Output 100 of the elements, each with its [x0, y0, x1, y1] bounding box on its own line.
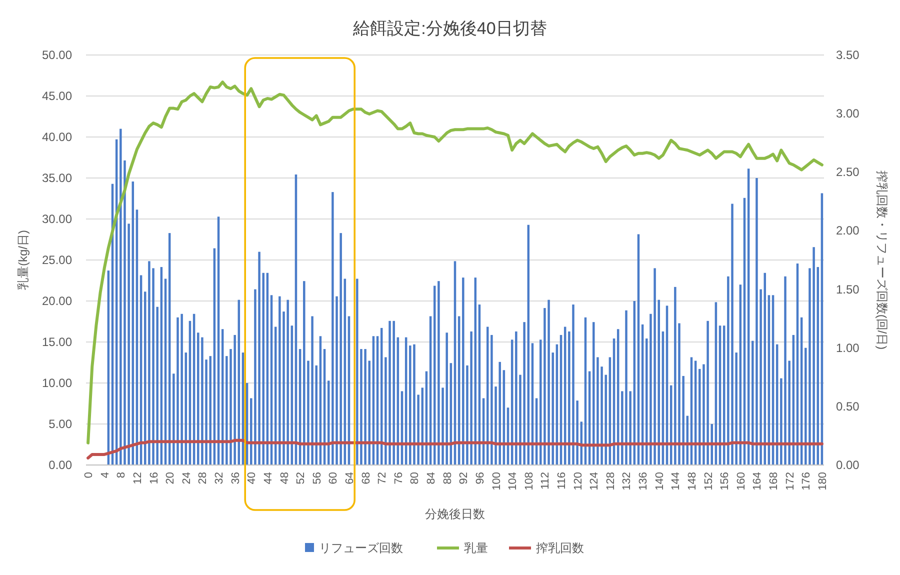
- x-tick-label: 140: [654, 472, 666, 490]
- x-tick-label: 48: [278, 472, 291, 484]
- bar: [332, 192, 334, 465]
- bar: [278, 296, 281, 465]
- y-tick-label: 45.00: [42, 89, 72, 103]
- bar: [340, 233, 342, 465]
- x-tick-label: 164: [752, 472, 764, 490]
- bar: [498, 362, 501, 465]
- x-tick-label: 112: [540, 472, 552, 490]
- bar: [698, 368, 701, 465]
- line-series: [86, 80, 824, 444]
- x-tick-label: 44: [262, 472, 274, 484]
- bar: [438, 281, 440, 465]
- x-tick-label: 20: [164, 472, 177, 484]
- x-tick-label: 32: [214, 472, 226, 484]
- y-tick-label: 5.00: [48, 417, 72, 431]
- y-tick-label: 40.00: [42, 130, 72, 144]
- y-tick-label: 15.00: [42, 335, 72, 349]
- x-tick-label: 64: [344, 472, 356, 484]
- y2-tick-label: 2.50: [836, 165, 860, 180]
- x-tick-label: 52: [295, 472, 308, 484]
- bar: [258, 252, 260, 465]
- x-tick-label: 108: [523, 472, 536, 490]
- y-tick-label: 20.00: [42, 294, 72, 308]
- x-tick-label: 116: [556, 472, 568, 490]
- chart-title: 給餌設定:分娩後40日切替: [352, 19, 547, 38]
- x-tick-label: 148: [686, 472, 698, 490]
- y2-tick-label: 0.00: [836, 458, 860, 472]
- x-tick-label: 104: [507, 472, 520, 490]
- x-tick-label: 88: [442, 472, 454, 484]
- y-tick-label: 25.00: [42, 253, 72, 267]
- x-tick-label: 28: [197, 472, 210, 484]
- bar: [148, 261, 150, 465]
- bar: [731, 204, 734, 465]
- bar: [209, 356, 212, 465]
- bar: [311, 316, 314, 465]
- x-tick-label: 144: [670, 472, 682, 490]
- x-tick-label: 16: [148, 472, 160, 484]
- bar: [409, 346, 412, 465]
- bar: [470, 331, 472, 465]
- x-tick-label: 172: [784, 472, 796, 490]
- y2-tick-label: 3.00: [836, 106, 860, 121]
- bar: [413, 344, 416, 465]
- x-tick-label: 96: [474, 472, 486, 484]
- x-tick-label: 80: [409, 472, 422, 484]
- x-tick-label: 40: [246, 472, 258, 484]
- x-tick-label: 12: [132, 472, 144, 484]
- x-tick-label: 72: [376, 472, 389, 484]
- bar: [364, 349, 366, 465]
- bar: [176, 317, 179, 465]
- x-tick-label: 156: [719, 472, 732, 490]
- bar: [756, 178, 758, 465]
- y-tick-label: 50.00: [42, 48, 72, 62]
- y2-tick-label: 2.00: [836, 224, 860, 238]
- bar: [462, 278, 464, 465]
- bar: [515, 331, 518, 465]
- x-tick-label: 36: [230, 472, 242, 484]
- bar: [784, 276, 786, 465]
- legend-label: リフューズ回数: [319, 541, 403, 555]
- bar: [303, 281, 306, 465]
- x-tick-label: 180: [816, 472, 829, 490]
- x-tick-label: 4: [99, 472, 112, 478]
- bar: [625, 310, 628, 465]
- bar: [286, 300, 289, 465]
- x-tick-label: 92: [458, 472, 470, 484]
- y-tick-label: 0.00: [48, 458, 72, 472]
- y2-axis-title: 搾乳回数・リフューズ回数(回/日): [875, 170, 889, 350]
- x-axis-title: 分娩後日数: [425, 507, 485, 521]
- bar: [388, 320, 391, 465]
- bar: [674, 286, 676, 465]
- x-tick-label: 24: [180, 472, 193, 484]
- bar: [356, 278, 358, 465]
- y-tick-label: 10.00: [42, 376, 72, 390]
- x-tick-label: 8: [116, 472, 128, 478]
- x-tick-label: 136: [638, 472, 650, 490]
- bar: [392, 320, 395, 465]
- x-tick-label: 128: [604, 472, 617, 490]
- bar: [812, 247, 815, 465]
- bar: [234, 334, 236, 465]
- x-tick-label: 100: [490, 472, 503, 490]
- x-tick-label: 60: [328, 472, 340, 484]
- x-tick-label: 160: [735, 472, 748, 490]
- x-tick-label: 132: [621, 472, 634, 490]
- x-tick-label: 56: [311, 472, 324, 484]
- bar: [654, 268, 656, 465]
- legend-label: 乳量: [464, 541, 488, 555]
- x-tick-label: 124: [588, 472, 601, 490]
- bar: [706, 320, 709, 465]
- legend-label: 搾乳回数: [536, 541, 584, 555]
- bar: [201, 337, 204, 465]
- y2-tick-label: 3.50: [836, 48, 860, 62]
- y2-tick-label: 0.50: [836, 399, 860, 414]
- x-tick-label: 76: [392, 472, 405, 484]
- bar: [572, 304, 574, 465]
- x-tick-label: 168: [768, 472, 780, 490]
- x-tick-label: 68: [360, 472, 372, 484]
- y-axis-title: 乳量(kg/日): [16, 230, 30, 290]
- bar: [523, 322, 526, 465]
- bar: [548, 300, 550, 465]
- y-tick-label: 35.00: [42, 171, 72, 185]
